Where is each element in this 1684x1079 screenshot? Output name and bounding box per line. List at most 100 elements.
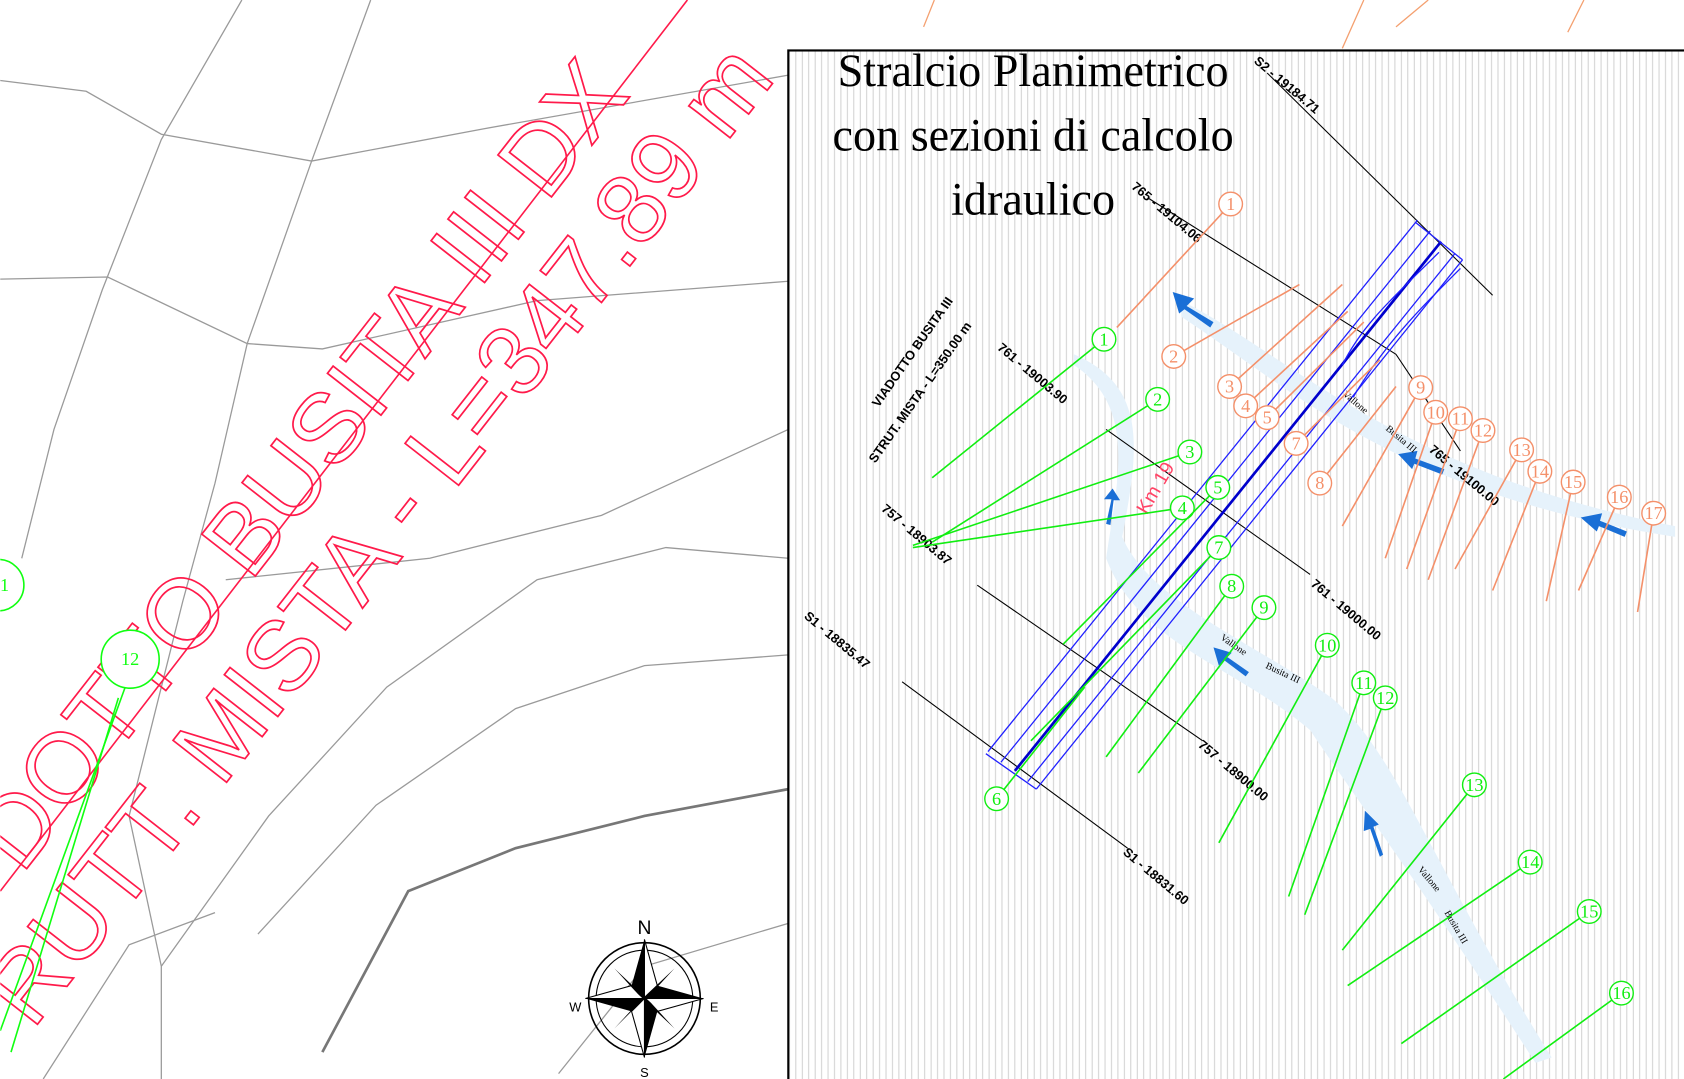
green-section-label: 12 — [1376, 688, 1394, 708]
green-section-circle — [1145, 386, 1171, 412]
green-section-circle — [1091, 326, 1117, 352]
green-section-circle — [1219, 573, 1245, 599]
orange-section-circle — [1283, 430, 1309, 456]
orange-section-line — [1173, 283, 1300, 358]
viaduct-label-group: DOTTO BUSITA III DX RUTT. MISTA - L=347.… — [0, 0, 793, 1053]
green-section-label: 13 — [1465, 775, 1483, 795]
orange-section-line — [1116, 203, 1232, 329]
orange-section-label: 2 — [1169, 346, 1178, 366]
orange-section-circle — [1509, 437, 1535, 463]
green-section-label: 14 — [1521, 852, 1539, 872]
green-section-line — [912, 507, 1183, 549]
green-section-line — [1347, 861, 1531, 987]
green-section-line — [1400, 910, 1590, 1045]
orange-section-line — [1341, 387, 1422, 527]
flow-arrows — [1103, 292, 1627, 857]
outer-section-label: 1 — [0, 575, 9, 595]
orange-section-label: 5 — [1263, 408, 1272, 428]
orange-section-line — [1454, 449, 1523, 570]
orange-section-circle — [1527, 458, 1553, 484]
orange-section-line — [1491, 471, 1541, 591]
orange-section-label: 16 — [1610, 487, 1628, 507]
green-section-line — [931, 338, 1105, 479]
green-section-circle — [1205, 474, 1231, 500]
orange-section-circle — [1447, 406, 1473, 432]
viaduct-length: RUTT. MISTA - L=347.89 m — [0, 24, 793, 1044]
green-section-label: 11 — [1355, 673, 1373, 693]
viaduct-name: DOTTO BUSITA III DX — [0, 40, 648, 888]
orange-section-line — [1577, 496, 1621, 591]
compass-s: S — [640, 1065, 649, 1079]
orange-section-line — [1295, 359, 1381, 444]
orange-section-label: 13 — [1512, 440, 1530, 460]
green-section-circle — [1351, 670, 1377, 696]
orange-section-line — [1319, 386, 1397, 484]
green-section-circle — [1251, 595, 1277, 621]
green-section-line — [1341, 784, 1475, 951]
orange-section-circle — [1233, 393, 1259, 419]
orange-section-circle — [1423, 399, 1449, 425]
orange-section-circle — [1606, 484, 1632, 510]
orange-section-line — [1545, 481, 1574, 602]
green-section-circle — [1372, 685, 1398, 711]
green-section-circle — [1169, 495, 1195, 521]
orange-section-label: 9 — [1416, 378, 1425, 398]
green-section-line — [995, 686, 1086, 800]
green-section-line — [1287, 682, 1365, 897]
orange-section-label: 10 — [1427, 402, 1445, 422]
green-section-circle — [1517, 849, 1543, 875]
orange-section-label: 4 — [1241, 396, 1250, 416]
green-section-label: 5 — [1213, 477, 1222, 497]
map-lines — [0, 0, 1585, 1079]
green-section-circle — [1576, 899, 1602, 925]
orange-section-line — [1636, 513, 1655, 613]
green-section-label: 3 — [1185, 442, 1194, 462]
orange-section-line — [1229, 283, 1343, 388]
orange-section-label: 12 — [1474, 421, 1492, 441]
orange-section-label: 17 — [1645, 503, 1663, 523]
orange-section-line — [1266, 321, 1365, 419]
green-section-line — [912, 451, 1191, 547]
green-section-label: 2 — [1153, 389, 1162, 409]
orange-section-label: 3 — [1225, 377, 1234, 397]
green-section-label: 10 — [1318, 635, 1336, 655]
axis-line — [0, 0, 689, 892]
orange-section-circle — [1217, 373, 1243, 400]
orange-section-label: 7 — [1292, 433, 1301, 453]
compass-e: E — [710, 999, 719, 1014]
green-section-label: 1 — [1099, 329, 1108, 349]
orange-section-circle — [1161, 343, 1187, 369]
green-section-label: 4 — [1178, 498, 1187, 518]
orange-section-label: 1 — [1226, 194, 1235, 214]
green-section-circle — [1461, 772, 1487, 798]
green-section-label: 7 — [1214, 538, 1223, 558]
green-section-circle — [1314, 632, 1340, 658]
orange-section-label: 15 — [1564, 472, 1582, 492]
green-section-label: 6 — [992, 789, 1001, 809]
inset-title: con sezioni di calcolo — [833, 109, 1234, 160]
green-section-line — [1030, 546, 1220, 742]
green-section-line — [1218, 644, 1328, 844]
orange-section-line — [1384, 412, 1437, 559]
orange-section-circle — [1254, 405, 1280, 431]
orange-section-circle — [1560, 469, 1586, 495]
green-section-line — [1137, 607, 1265, 774]
outer-section-label: 12 — [121, 649, 139, 669]
orange-section-circle — [1307, 470, 1333, 496]
inset-title: idraulico — [951, 174, 1115, 225]
compass-n: N — [637, 918, 651, 939]
green-section-label: 16 — [1612, 983, 1630, 1003]
green-section-circle — [1206, 535, 1232, 561]
orange-section-circle — [1470, 418, 1496, 444]
compass-w: W — [569, 999, 582, 1014]
green-section-line — [931, 398, 1159, 543]
orange-section-label: 11 — [1452, 409, 1470, 429]
green-section-line — [1502, 992, 1622, 1079]
orange-section-label: 8 — [1315, 473, 1324, 493]
orange-section-line — [1427, 430, 1484, 581]
green-section-label: 8 — [1227, 576, 1236, 596]
green-section-label: 15 — [1580, 902, 1598, 922]
inset-plan: Stralcio Planimetrico con sezioni di cal… — [787, 45, 1684, 1079]
orange-section-circle — [1641, 500, 1667, 526]
